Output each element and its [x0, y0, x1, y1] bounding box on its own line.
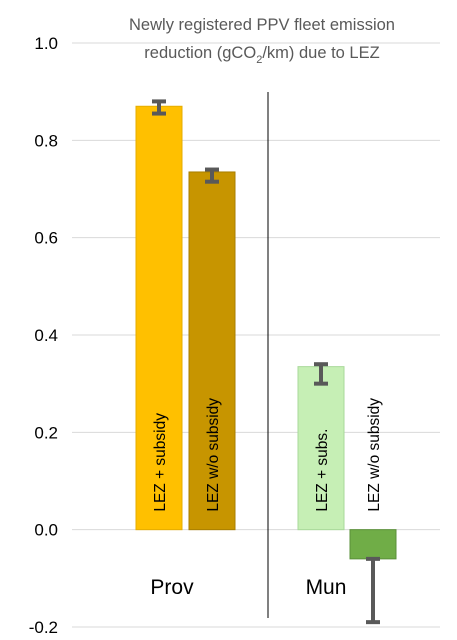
bar-label: LEZ + subs.	[314, 429, 331, 512]
chart-title-line2: reduction (gCO2/km) due to LEZ	[144, 44, 379, 66]
bar	[297, 366, 345, 531]
bar	[349, 529, 397, 560]
bars: LEZ + subsidy LEZ w/o subsidy LEZ + subs. L…	[135, 99, 397, 625]
bar	[135, 105, 183, 531]
title-text-a: reduction (gCO	[144, 44, 256, 62]
group-label: Mun	[306, 576, 347, 599]
y-tick-label: 0.4	[34, 326, 58, 345]
chart-title-line1: Newly registered PPV fleet emission	[129, 16, 395, 34]
y-tick-label: -0.2	[29, 618, 58, 637]
y-tick-label: 0.8	[34, 131, 58, 150]
y-tick-label: 0.0	[34, 521, 58, 540]
y-tick-label: 0.2	[34, 423, 58, 442]
bar	[188, 171, 236, 531]
gridlines	[72, 42, 440, 628]
bar-label: LEZ w/o subsidy	[205, 398, 222, 512]
title-text-b: /km) due to LEZ	[262, 44, 379, 62]
bar-label: LEZ + subsidy	[152, 413, 169, 512]
title-subscript: 2	[256, 54, 262, 66]
bar-label: LEZ w/o subsidy	[366, 398, 383, 512]
group-label: Prov	[150, 576, 194, 599]
y-tick-label: 1.0	[34, 34, 58, 53]
y-axis-ticks: 1.0 0.8 0.6 0.4 0.2 0.0 -0.2	[29, 34, 58, 637]
y-tick-label: 0.6	[34, 229, 58, 248]
